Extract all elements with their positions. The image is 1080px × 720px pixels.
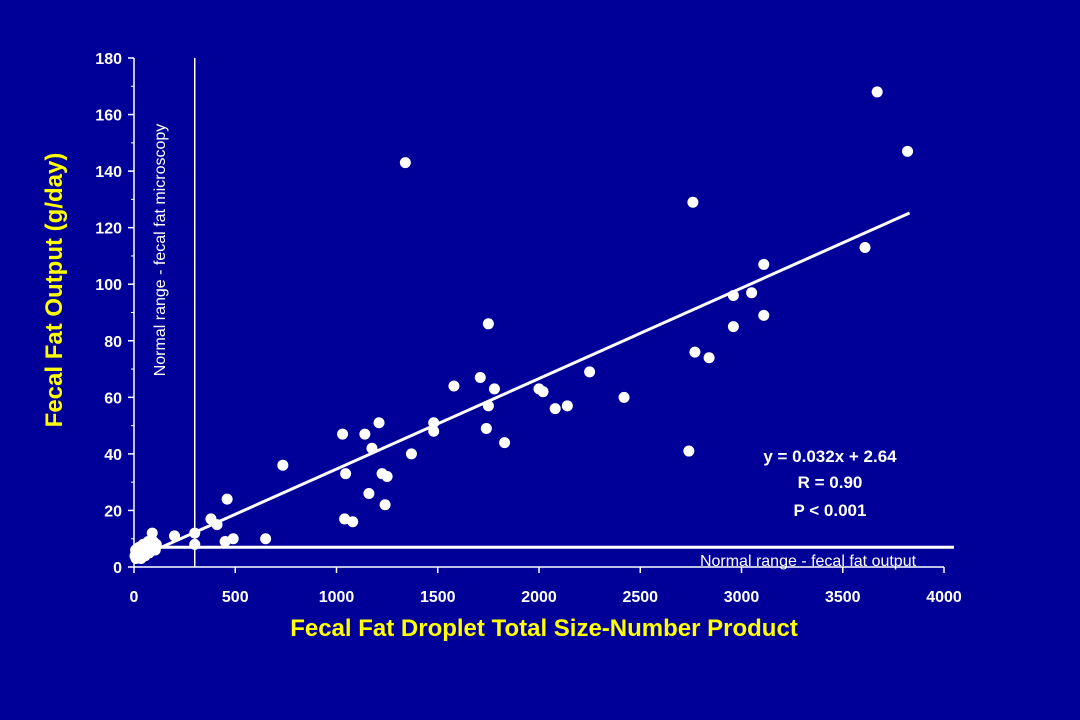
tick-labels: 0 20 40 60 80 100 120 140 160 180 0 500 1000 1500 2000… — [95, 51, 962, 606]
data-point — [758, 258, 770, 270]
x-tick-label: 500 — [222, 589, 249, 606]
data-point — [584, 366, 596, 378]
x-tick-label: 3500 — [825, 589, 861, 606]
y-tick-label: 100 — [95, 277, 122, 294]
x-tick-label: 1500 — [420, 589, 456, 606]
y-tick-label: 120 — [95, 221, 122, 238]
data-point — [549, 403, 561, 415]
y-tick-label: 180 — [95, 51, 122, 68]
y-tick-label: 140 — [95, 164, 122, 181]
data-point — [537, 386, 549, 398]
data-point — [871, 86, 883, 98]
data-point — [687, 196, 699, 208]
data-point — [405, 448, 417, 460]
r-value-label: R = 0.90 — [798, 473, 863, 492]
x-tick-label: 3000 — [724, 589, 760, 606]
data-point — [488, 383, 500, 395]
x-tick-label: 0 — [130, 589, 139, 606]
data-point — [561, 400, 573, 412]
data-point — [746, 287, 758, 299]
x-tick-label: 1000 — [319, 589, 355, 606]
data-point — [727, 321, 739, 333]
axes — [128, 57, 945, 573]
y-tick-label: 20 — [104, 503, 122, 520]
y-tick-label: 80 — [104, 334, 122, 351]
data-point — [859, 241, 871, 253]
data-point — [689, 346, 701, 358]
data-point — [758, 309, 770, 321]
data-point — [618, 391, 630, 403]
data-point — [482, 318, 494, 330]
data-point — [379, 499, 391, 511]
data-point — [146, 527, 158, 539]
y-tick-label: 0 — [113, 560, 122, 577]
data-point — [480, 422, 492, 434]
data-point — [683, 445, 695, 457]
x-tick-label: 2500 — [622, 589, 658, 606]
data-point — [428, 425, 440, 437]
data-point — [260, 533, 272, 545]
y-tick-label: 60 — [104, 390, 122, 407]
data-point — [703, 352, 715, 364]
data-point — [363, 487, 375, 499]
data-point — [474, 372, 486, 384]
data-point — [340, 468, 352, 480]
y-tick-label: 40 — [104, 447, 122, 464]
y-tick-label: 160 — [95, 108, 122, 125]
data-point — [337, 428, 349, 440]
regression-line — [133, 211, 911, 561]
normal-range-output-label: Normal range - fecal fat output — [700, 553, 917, 570]
data-point — [399, 157, 411, 169]
data-point — [359, 428, 371, 440]
data-point — [448, 380, 460, 392]
equation-label: y = 0.032x + 2.64 — [763, 447, 897, 466]
data-point — [277, 459, 289, 471]
x-tick-label: 2000 — [521, 589, 557, 606]
x-tick-label: 4000 — [926, 589, 962, 606]
y-axis-title: Fecal Fat Output (g/day) — [41, 153, 68, 428]
data-point — [902, 145, 914, 157]
data-point — [373, 417, 385, 429]
data-point — [221, 493, 233, 505]
data-point — [227, 533, 239, 545]
x-axis-title: Fecal Fat Droplet Total Size-Number Prod… — [290, 615, 798, 642]
data-points — [129, 86, 914, 565]
normal-range-microscopy-label: Normal range - fecal fat microscopy — [152, 124, 169, 377]
data-point — [381, 471, 393, 483]
data-point — [347, 516, 359, 528]
p-value-label: P < 0.001 — [794, 501, 867, 520]
data-point — [499, 437, 511, 449]
